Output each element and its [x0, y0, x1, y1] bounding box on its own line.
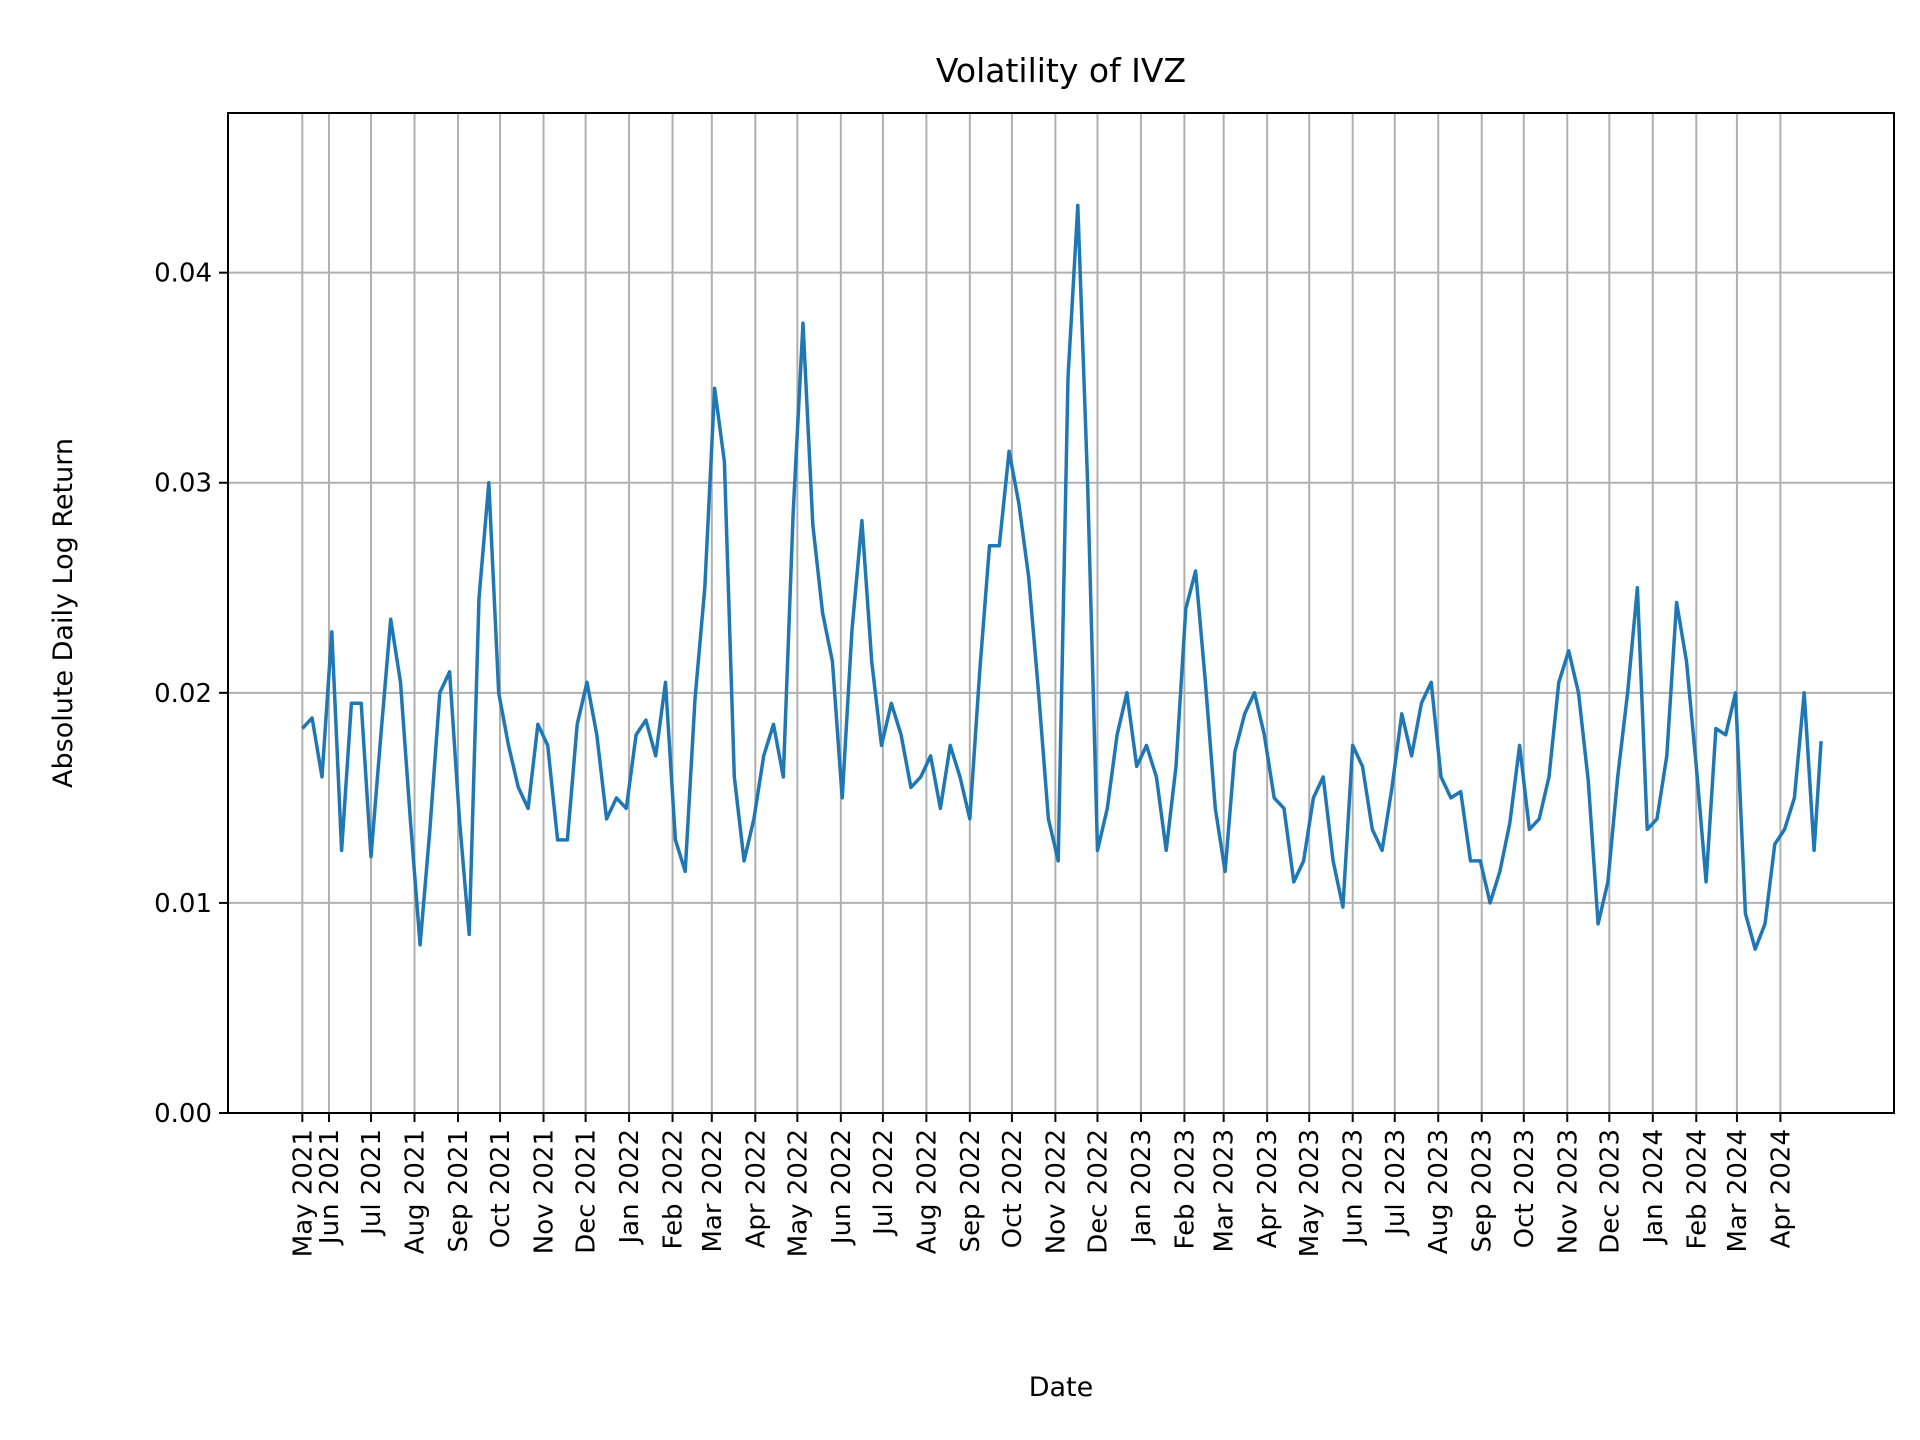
- x-tick-label: May 2021: [288, 1129, 318, 1257]
- grid: [228, 113, 1894, 1114]
- x-tick-label: Nov 2023: [1553, 1129, 1583, 1254]
- x-tick-label: Feb 2023: [1170, 1129, 1200, 1249]
- x-tick-label: Apr 2024: [1766, 1129, 1796, 1248]
- x-tick-label: Jul 2021: [357, 1129, 387, 1237]
- x-tick-label: Sep 2021: [444, 1129, 474, 1252]
- x-tick-label: Nov 2022: [1041, 1129, 1071, 1254]
- x-tick-label: Mar 2023: [1210, 1129, 1240, 1253]
- x-tick-label: Jul 2022: [869, 1129, 899, 1237]
- x-tick-label: Aug 2022: [912, 1129, 942, 1254]
- x-tick-label: Jun 2023: [1339, 1129, 1369, 1246]
- x-tick-label: Dec 2022: [1083, 1129, 1113, 1254]
- series-layer: [301, 203, 1823, 951]
- x-tick-label: Aug 2023: [1424, 1129, 1454, 1254]
- x-tick-label: Jan 2023: [1127, 1129, 1157, 1246]
- x-tick-label: Feb 2022: [659, 1129, 689, 1249]
- y-tick-label: 0.04: [154, 259, 212, 289]
- volatility-line: [301, 203, 1823, 951]
- x-tick-label: Dec 2021: [572, 1129, 602, 1254]
- y-tick-label: 0.01: [154, 889, 212, 919]
- x-tick-label: Sep 2023: [1468, 1129, 1498, 1252]
- y-axis: 0.00 0.01 0.02 0.03 0.04: [154, 259, 228, 1129]
- x-tick-label: Mar 2024: [1723, 1129, 1753, 1253]
- y-tick-label: 0.03: [154, 469, 212, 499]
- x-tick-label: Apr 2022: [741, 1129, 771, 1248]
- x-tick-label: Oct 2023: [1510, 1129, 1540, 1248]
- x-tick-label: Jun 2021: [315, 1129, 345, 1246]
- x-tick-label: Sep 2022: [956, 1129, 986, 1252]
- x-tick-label: Jan 2024: [1639, 1129, 1669, 1246]
- x-tick-label: Jun 2022: [827, 1129, 857, 1246]
- x-tick-label: Aug 2021: [401, 1129, 431, 1254]
- x-tick-label: Oct 2021: [486, 1129, 516, 1248]
- x-tick-label: Dec 2023: [1595, 1129, 1625, 1254]
- x-tick-label: Apr 2023: [1253, 1129, 1283, 1248]
- x-axis-label: Date: [1029, 1372, 1094, 1403]
- axes-frame: [227, 112, 1895, 1114]
- y-tick-label: 0.02: [154, 679, 212, 709]
- x-tick-label: Feb 2024: [1682, 1129, 1712, 1249]
- x-tick-label: May 2022: [783, 1129, 813, 1257]
- x-tick-label: May 2023: [1295, 1129, 1325, 1257]
- x-tick-label: Jan 2022: [615, 1129, 645, 1246]
- y-axis-label: Absolute Daily Log Return: [48, 438, 79, 788]
- x-tick-label: Jul 2023: [1381, 1129, 1411, 1237]
- x-tick-label: Mar 2022: [698, 1129, 728, 1253]
- y-tick-label: 0.00: [154, 1099, 212, 1129]
- chart-title: Volatility of IVZ: [936, 51, 1186, 90]
- x-tick-label: Nov 2021: [530, 1129, 560, 1254]
- x-tick-label: Oct 2022: [998, 1129, 1028, 1248]
